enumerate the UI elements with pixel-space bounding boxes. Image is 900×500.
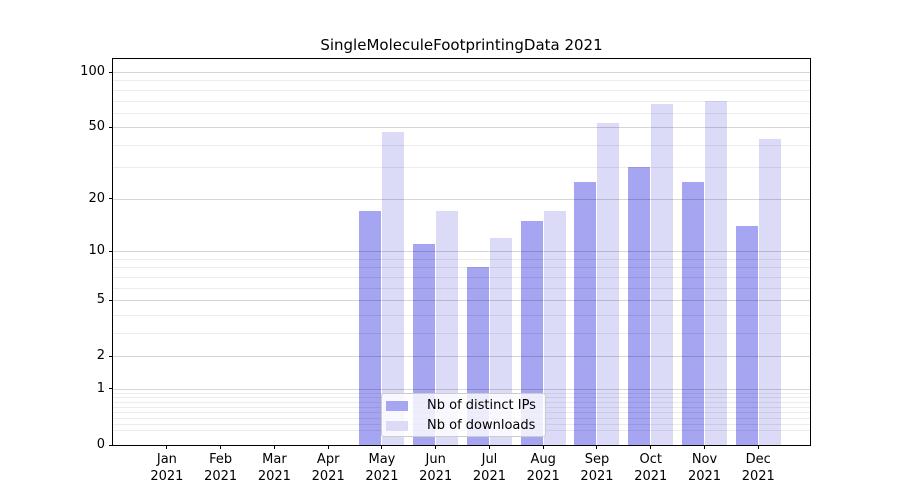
y-tick-label-0: 0 (96, 437, 105, 452)
bar-ips-dec (735, 226, 758, 445)
y-gridline-major-1 (113, 388, 810, 390)
bar-ips-sep (574, 181, 597, 445)
x-tick-jul (488, 445, 490, 449)
y-gridline-minor-4 (113, 314, 810, 316)
y-gridline-minor-70 (113, 100, 810, 102)
x-tick-label-nov: Nov 2021 (687, 452, 722, 484)
legend-item-distinct-ips: Nb of distinct IPs (386, 396, 536, 416)
chart-title: SingleMoleculeFootprintingData 2021 (320, 36, 603, 54)
y-gridline-minor-8 (113, 267, 810, 269)
bar-downloads-may (382, 132, 405, 445)
y-tick-100 (109, 71, 113, 73)
y-tick-label-20: 20 (88, 190, 105, 206)
y-tick-0 (109, 444, 113, 446)
x-tick-jan (166, 445, 168, 449)
x-tick-label-aug: Aug 2021 (526, 452, 560, 484)
y-gridline-minor-9 (113, 258, 810, 260)
bar-downloads-dec (758, 139, 781, 445)
legend-item-downloads: Nb of downloads (386, 416, 535, 436)
legend-swatch-downloads (386, 421, 408, 431)
y-tick-label-100: 100 (80, 64, 105, 80)
x-tick-label-oct: Oct 2021 (634, 452, 668, 484)
x-tick-oct (650, 445, 652, 449)
x-tick-dec (757, 445, 759, 449)
y-tick-label-5: 5 (96, 292, 105, 308)
y-gridline-minor-6 (113, 287, 810, 289)
y-tick-10 (109, 250, 113, 252)
y-gridline-minor-80 (113, 89, 810, 91)
y-gridline-minor-30 (113, 167, 810, 169)
y-gridline-major-20 (113, 198, 810, 200)
y-tick-label-1: 1 (96, 380, 105, 396)
y-gridline-major-2 (113, 356, 810, 358)
y-gridline-major-50 (113, 127, 810, 129)
y-gridline-minor-40 (113, 144, 810, 146)
y-gridline-minor-7 (113, 276, 810, 278)
x-tick-sep (596, 445, 598, 449)
y-tick-label-2: 2 (96, 348, 105, 364)
x-tick-mar (273, 445, 275, 449)
y-gridline-major-10 (113, 251, 810, 253)
x-tick-label-jan: Jan 2021 (150, 452, 184, 484)
x-tick-label-apr: Apr 2021 (311, 452, 345, 484)
x-tick-feb (220, 445, 222, 449)
y-tick-2 (109, 355, 113, 357)
bar-downloads-oct (651, 104, 674, 445)
bar-ips-oct (628, 167, 651, 445)
x-tick-label-dec: Dec 2021 (741, 452, 775, 484)
y-tick-label-10: 10 (88, 243, 105, 259)
x-tick-nov (704, 445, 705, 449)
x-tick-apr (327, 445, 329, 449)
legend-swatch-distinct-ips (386, 401, 408, 411)
x-tick-may (381, 445, 383, 449)
x-tick-label-feb: Feb 2021 (204, 452, 238, 484)
bar-downloads-sep (597, 122, 620, 445)
bar-ips-may (359, 211, 382, 445)
y-tick-1 (109, 388, 113, 390)
x-tick-label-sep: Sep 2021 (580, 452, 614, 484)
x-tick-label-jun: Jun 2021 (419, 452, 453, 484)
legend-label-distinct-ips: Nb of distinct IPs (427, 398, 536, 413)
x-tick-jun (435, 445, 437, 449)
bar-downloads-aug (543, 211, 566, 445)
y-gridline-minor-90 (113, 80, 810, 82)
y-tick-50 (109, 126, 113, 128)
x-tick-label-jul: Jul 2021 (472, 452, 506, 484)
y-tick-5 (109, 299, 113, 301)
y-gridline-minor-3 (113, 332, 810, 334)
bar-ips-nov (682, 181, 704, 445)
x-tick-label-mar: Mar 2021 (257, 452, 291, 484)
y-tick-20 (109, 198, 113, 200)
bar-ips-aug (520, 220, 543, 445)
y-tick-label-50: 50 (88, 119, 105, 135)
x-tick-aug (542, 445, 544, 449)
y-gridline-minor-60 (113, 112, 810, 114)
bar-downloads-nov (705, 100, 727, 445)
legend-label-downloads: Nb of downloads (427, 418, 536, 433)
legend: Nb of distinct IPs Nb of downloads (381, 393, 546, 437)
x-tick-label-may: May 2021 (365, 452, 399, 484)
y-gridline-major-100 (113, 72, 810, 74)
bar-downloads-jun (436, 211, 459, 445)
y-gridline-major-5 (113, 300, 810, 302)
